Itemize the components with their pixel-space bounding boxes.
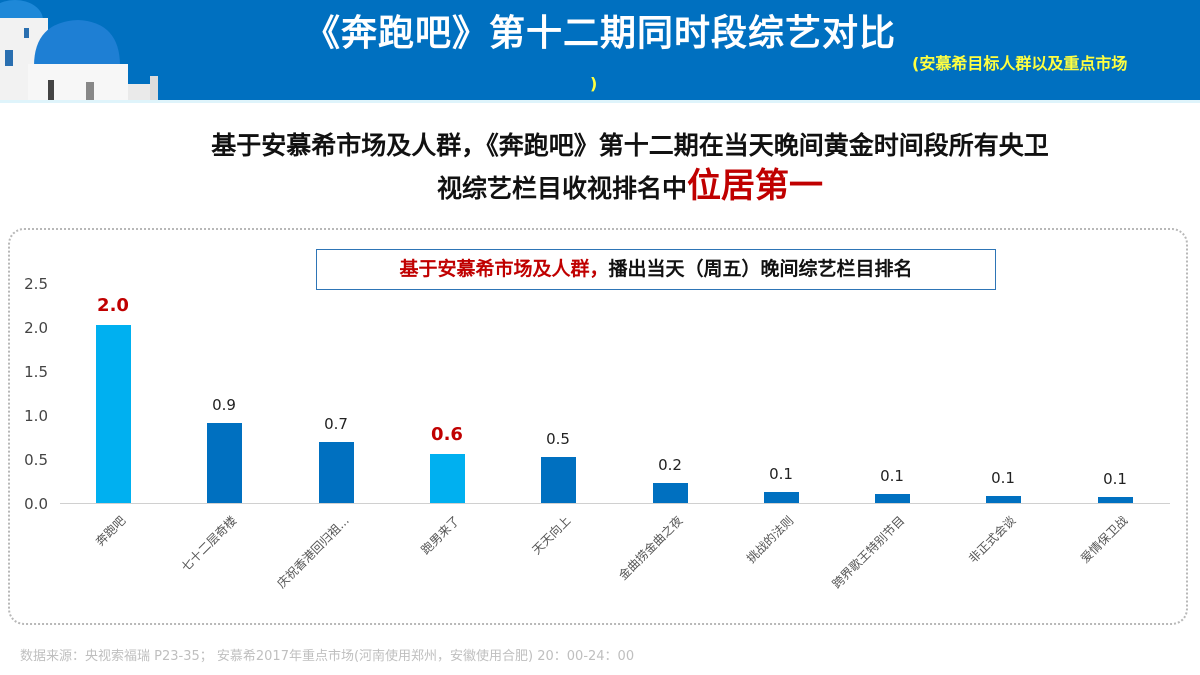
bar	[540, 457, 576, 503]
chart-panel	[8, 228, 1188, 625]
y-tick: 2.0	[24, 319, 48, 337]
bar-value-label: 0.9	[212, 396, 236, 414]
bar	[206, 423, 242, 503]
y-tick: 1.5	[24, 363, 48, 381]
bar-value-label: 0.7	[324, 415, 348, 433]
page-subtitle: (安慕希目标人群以及重点市场	[912, 54, 1128, 73]
chart-title: 基于安慕希市场及人群，播出当天（周五）晚间综艺栏目排名	[316, 249, 996, 290]
headline: 基于安慕希市场及人群，《奔跑吧》第十二期在当天晚间黄金时间段所有央卫 视综艺栏目…	[100, 126, 1160, 209]
bar-value-label: 0.1	[880, 467, 904, 485]
chart-title-red: 基于安慕希市场及人群，	[399, 258, 609, 280]
bar	[763, 492, 799, 503]
santorini-church-image	[0, 0, 170, 100]
bar	[985, 496, 1021, 503]
page-title: 《奔跑吧》第十二期同时段综艺对比	[303, 13, 896, 54]
bar-value-label: 2.0	[97, 295, 129, 316]
bar	[429, 454, 465, 503]
y-tick: 2.5	[24, 275, 48, 293]
x-axis-line	[60, 503, 1170, 504]
bar-value-label: 0.1	[769, 465, 793, 483]
headline-line2-text: 视综艺栏目收视排名中	[436, 174, 687, 203]
chart-title-black: 播出当天（周五）晚间综艺栏目排名	[608, 258, 913, 280]
headline-line2: 视综艺栏目收视排名中位居第一	[100, 166, 1160, 209]
bar	[652, 483, 688, 503]
y-tick: 1.0	[24, 407, 48, 425]
header-divider	[0, 100, 1200, 103]
bar	[318, 442, 354, 503]
data-source-note: 数据来源：央视索福瑞 P23-35； 安慕希2017年重点市场(河南使用郑州，安…	[20, 649, 635, 664]
y-tick: 0.0	[24, 495, 48, 513]
bar-value-label: 0.1	[991, 469, 1015, 487]
headline-line1: 基于安慕希市场及人群，《奔跑吧》第十二期在当天晚间黄金时间段所有央卫	[211, 131, 1049, 160]
headline-highlight: 位居第一	[687, 166, 823, 206]
header-banner	[0, 0, 1200, 100]
bar-value-label: 0.1	[1103, 470, 1127, 488]
bar	[874, 494, 910, 503]
bar	[95, 325, 131, 503]
bar	[1097, 497, 1133, 503]
bar-value-label: 0.5	[546, 430, 570, 448]
page-subtitle-close: )	[590, 74, 598, 93]
y-tick: 0.5	[24, 451, 48, 469]
bar-value-label: 0.6	[431, 424, 463, 445]
bar-value-label: 0.2	[658, 456, 682, 474]
